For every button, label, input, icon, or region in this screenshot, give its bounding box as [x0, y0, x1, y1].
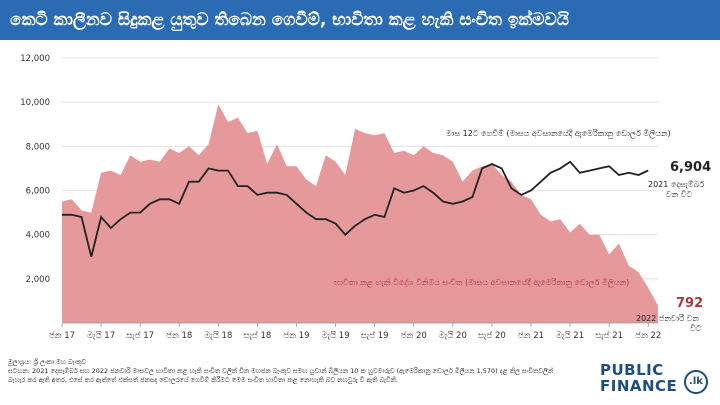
y-tick-label: 6,000: [26, 187, 50, 197]
y-tick-label: 2,000: [26, 275, 50, 285]
reserves-date-2: විට: [690, 324, 702, 333]
x-tick-label: මැයි 18: [204, 330, 232, 341]
source-note: මූලාශ්‍රය: ශ්‍රී ලංකා මහ බැංකුව: [8, 358, 87, 366]
reserves-label: භාවිතා කළ හැකි විදේශ විනිමය සංචිත (මාසය …: [334, 277, 629, 288]
x-tick-label: සැප් 18: [244, 330, 272, 341]
x-tick-label: ජන 17: [49, 331, 75, 341]
public-finance-logo: PUBLIC FINANCE .lk: [600, 362, 712, 402]
x-tick-label: සැප් 21: [595, 330, 623, 341]
x-tick-label: ජන 21: [518, 331, 544, 341]
y-tick-label: 4,000: [26, 231, 50, 241]
chart-area: 12,000 10,000 8,000 6,000 4,000 2,000 ජන 17 මැ…: [20, 54, 711, 341]
x-tick-label: ජන 22: [635, 331, 661, 341]
x-tick-label: මැයි 17: [87, 330, 115, 341]
payments-date-1: 2021 දෙසැම්බර්: [648, 179, 704, 189]
payments-date-2: වන විට: [666, 190, 693, 199]
footer: මූලාශ්‍රය: ශ්‍රී ලංකා මහ බැංකුව සටහන: 20…: [8, 358, 568, 385]
x-axis-labels: ජන 17 මැයි 17 සැප් 17 ජන 18 මැයි 18 සැප් 18 ජන…: [49, 323, 661, 341]
x-tick-label: ජන 20: [401, 331, 427, 341]
x-tick-label: සැප් 19: [361, 330, 389, 341]
x-tick-label: ජන 19: [283, 331, 309, 341]
logo-line-2: FINANCE: [600, 377, 678, 395]
y-tick-label: 12,000: [20, 54, 50, 64]
chart-title: කෙටි කාලීනව සිදුකළ යුතුව තිබෙන ගෙවීම්, භ…: [0, 0, 720, 40]
x-tick-label: සැප් 20: [478, 330, 506, 341]
logo-line-1: PUBLIC: [600, 361, 664, 379]
payments-label: මාස 12ට ගෙවීම් (මාසය අවසානයේදී ඇමෙරිකානු…: [446, 128, 671, 139]
x-tick-label: සැප් 17: [126, 330, 154, 341]
reserves-date-1: 2022 ජනවාරි වන: [636, 314, 699, 323]
reserves-area: [62, 104, 658, 324]
y-tick-label: 10,000: [20, 98, 50, 108]
reserves-value: 792: [676, 296, 703, 311]
x-tick-label: මැයි 20: [439, 330, 467, 341]
x-tick-label: මැයි 21: [556, 330, 584, 341]
x-tick-label: මැයි 19: [322, 330, 350, 341]
logo-badge: .lk: [684, 370, 708, 394]
y-axis-labels: 12,000 10,000 8,000 6,000 4,000 2,000: [20, 54, 50, 285]
payments-value: 6,904: [670, 160, 711, 175]
y-tick-label: 8,000: [26, 142, 50, 152]
methodology-note: සටහන: 2021 දෙසැම්බර් සහ 2022 ජනවාරි මාසව…: [8, 367, 554, 384]
x-tick-label: ජන 18: [166, 331, 192, 341]
payments-line: [62, 160, 649, 258]
